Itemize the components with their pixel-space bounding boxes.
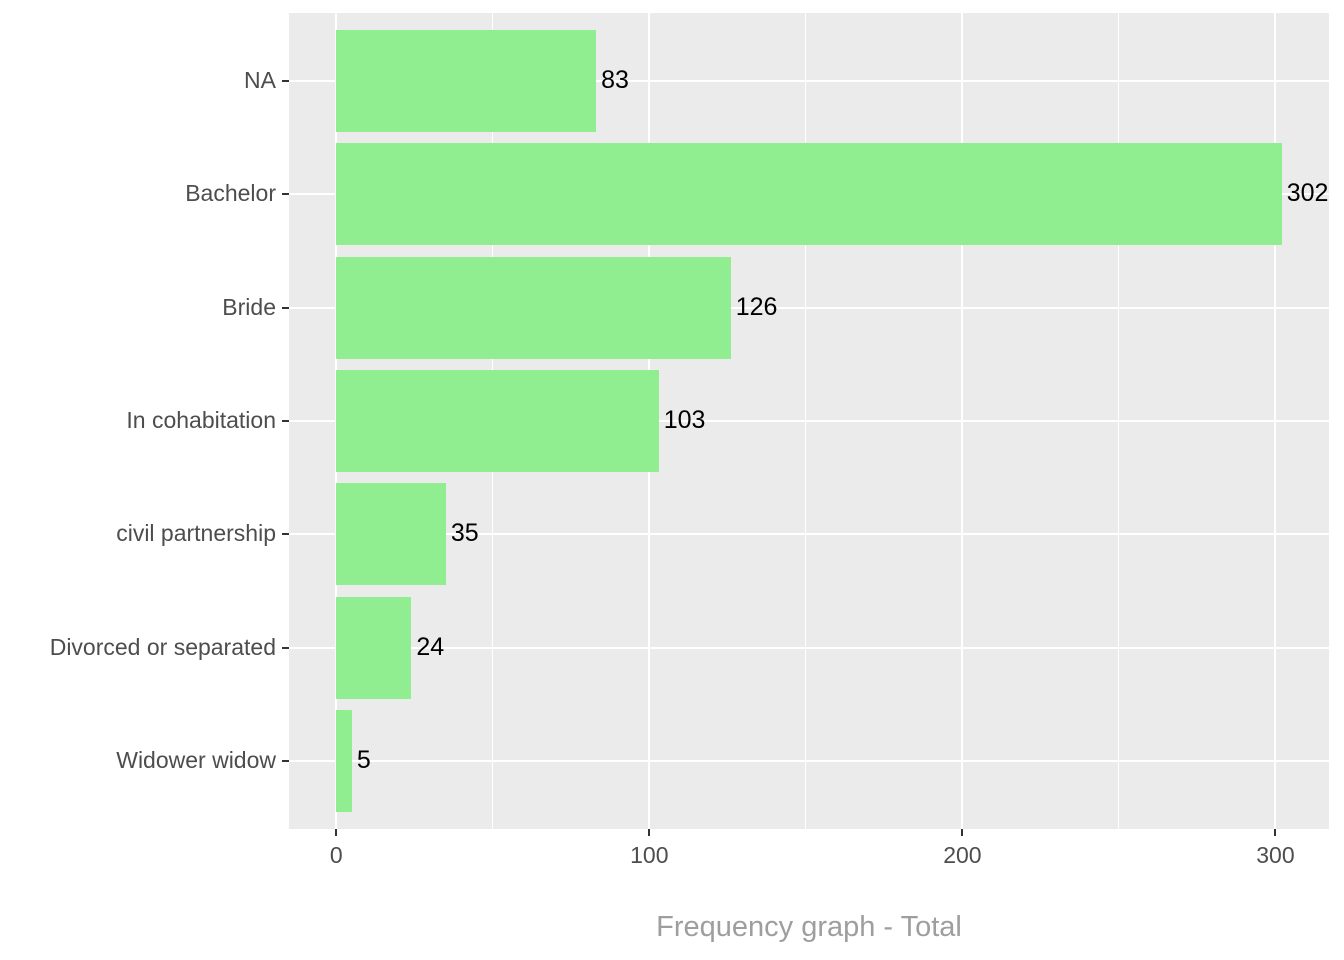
- y-axis-label: Bachelor: [185, 180, 276, 207]
- x-axis-tick-label: 100: [630, 842, 669, 868]
- y-axis-label: civil partnership: [116, 520, 276, 547]
- y-axis-label: Widower widow: [116, 746, 276, 773]
- bar-value-label: 126: [735, 292, 778, 321]
- x-axis-tick-mark: [648, 829, 651, 836]
- major-gridline-horizontal: [289, 80, 1329, 82]
- bar-value-label: 83: [601, 65, 629, 94]
- major-gridline-horizontal: [289, 533, 1329, 536]
- x-axis-tick-label: 300: [1256, 842, 1295, 868]
- y-axis-tick-mark: [282, 80, 289, 82]
- y-axis-tick-mark: [282, 533, 289, 536]
- x-axis-tick-mark: [1274, 829, 1277, 836]
- bar-widower-widow: [336, 710, 352, 812]
- bar-in-cohabitation: [336, 370, 659, 472]
- plot-panel: [289, 13, 1329, 829]
- bar-civil-partnership: [336, 483, 446, 586]
- major-gridline-horizontal: [289, 646, 1329, 649]
- x-axis-tick-label: 0: [329, 842, 343, 868]
- bar-bride: [336, 256, 731, 359]
- y-axis-label: Bride: [222, 293, 276, 320]
- bar-value-label: 103: [663, 405, 706, 434]
- bar-bachelor: [336, 143, 1282, 246]
- bar-value-label: 35: [450, 519, 479, 548]
- y-axis-tick-mark: [282, 306, 289, 309]
- y-axis-label: Divorced or separated: [49, 633, 276, 660]
- major-gridline-horizontal: [289, 306, 1329, 309]
- x-axis-tick-mark: [335, 829, 338, 836]
- y-axis-tick-mark: [282, 760, 289, 762]
- bar-value-label: 5: [356, 745, 371, 774]
- bar-value-label: 24: [416, 632, 445, 661]
- major-gridline-horizontal: [289, 420, 1329, 422]
- y-axis-label: NA: [244, 66, 276, 93]
- major-gridline-horizontal: [289, 760, 1329, 762]
- y-axis-tick-mark: [282, 193, 289, 196]
- y-axis-label: In cohabitation: [126, 406, 276, 433]
- bar-value-label: 302: [1286, 179, 1329, 208]
- x-axis-tick-label: 200: [943, 842, 982, 868]
- y-axis-tick-mark: [282, 420, 289, 422]
- y-axis-tick-mark: [282, 646, 289, 649]
- x-axis-title: Frequency graph - Total: [656, 911, 962, 943]
- bar-divorced-or-separated: [336, 596, 412, 699]
- x-axis-tick-mark: [961, 829, 964, 836]
- bar-na: [336, 30, 597, 132]
